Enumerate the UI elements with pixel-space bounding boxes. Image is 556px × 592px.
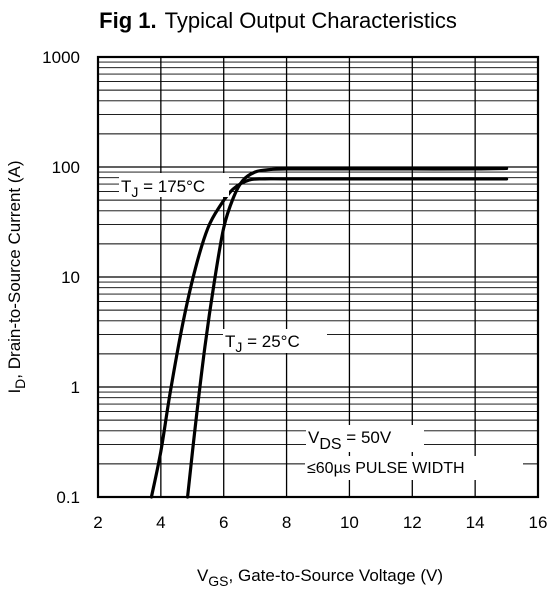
x-axis-label: VGS, Gate-to-Source Voltage (V) xyxy=(197,566,443,589)
chart-title-prefix: Fig 1. xyxy=(99,8,156,33)
label-bg-175 xyxy=(119,173,229,197)
x-tick-label: 6 xyxy=(219,513,228,532)
chart-title: Fig 1. Typical Output Characteristics xyxy=(99,8,457,33)
pulse-bg xyxy=(305,456,523,480)
grid xyxy=(98,57,538,497)
x-tick-label: 12 xyxy=(403,513,422,532)
label-bg-25 xyxy=(223,329,327,353)
x-tick-label: 4 xyxy=(156,513,165,532)
series-line-175c xyxy=(149,177,509,499)
y-tick-label: 0.1 xyxy=(56,488,80,507)
chart-title-text: Typical Output Characteristics xyxy=(165,8,457,33)
vds-annotation: VDS = 50V xyxy=(308,428,392,453)
y-tick-label: 10 xyxy=(61,268,80,287)
x-tick-label: 10 xyxy=(340,513,359,532)
x-tick-label: 16 xyxy=(529,513,548,532)
x-tick-label: 2 xyxy=(93,513,102,532)
y-tick-label: 100 xyxy=(52,158,80,177)
tick-labels: 2 4 6 8 10 12 14 16 0.1 1 10 100 1000 xyxy=(42,48,547,532)
series-label-175: TJ = 175°C xyxy=(121,177,205,200)
pulse-annotation: ≤60µs PULSE WIDTH xyxy=(307,460,465,477)
plot-frame xyxy=(96,55,540,499)
series-line-25c xyxy=(185,166,509,499)
series-label-25: TJ = 25°C xyxy=(225,332,300,355)
y-axis-label: ID, Drain-to-Source Current (A) xyxy=(5,160,28,393)
x-tick-label: 14 xyxy=(466,513,485,532)
curves xyxy=(149,166,509,499)
y-tick-label: 1 xyxy=(71,378,80,397)
y-tick-label: 1000 xyxy=(42,48,80,67)
vds-bg xyxy=(306,425,424,452)
x-tick-label: 8 xyxy=(282,513,291,532)
